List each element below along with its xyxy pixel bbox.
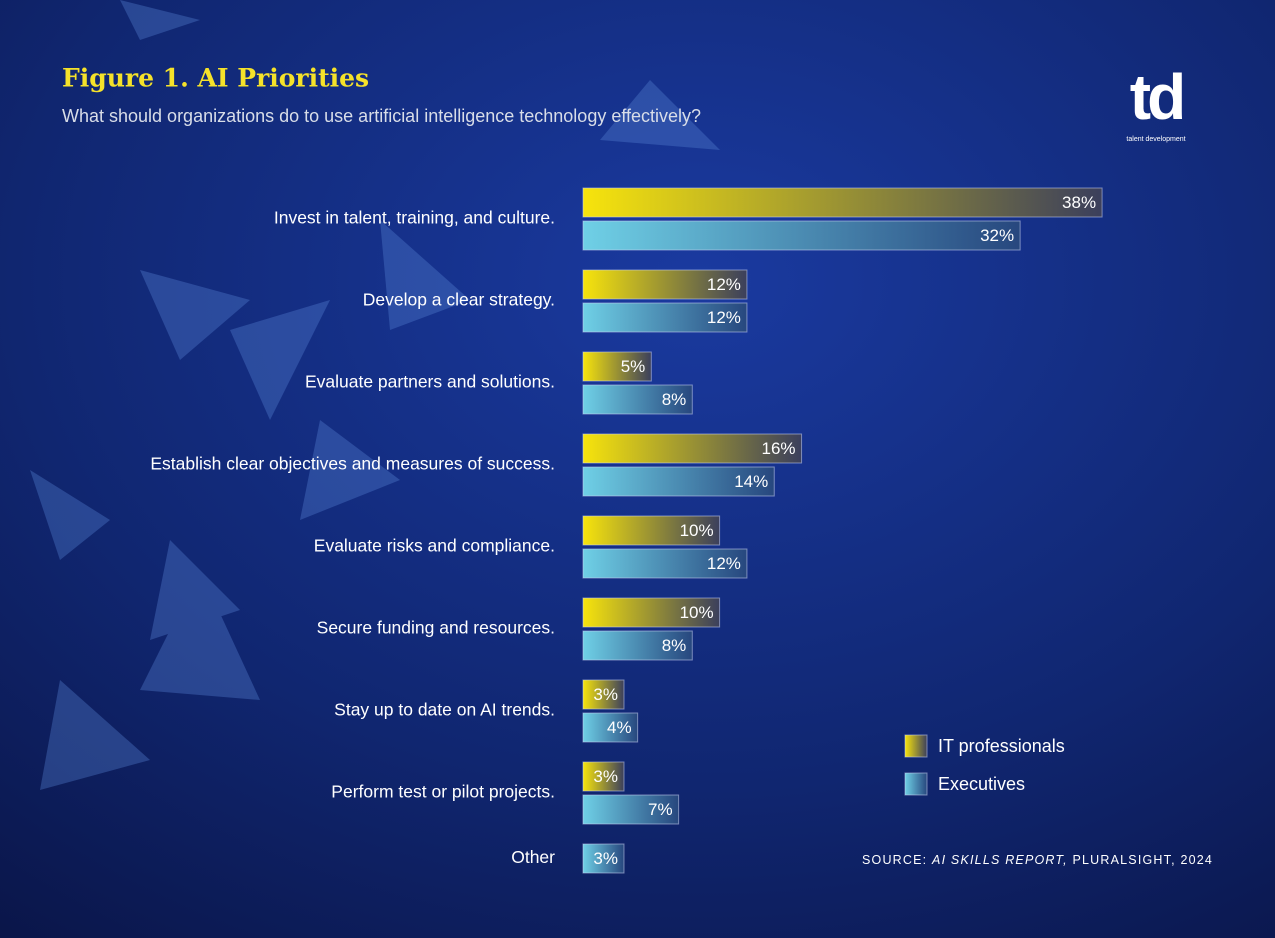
- source-publisher: PLURALSIGHT, 2024: [1072, 853, 1213, 867]
- decoration: [30, 0, 720, 790]
- category-label: Evaluate partners and solutions.: [305, 372, 555, 392]
- value-label: 8%: [662, 636, 687, 655]
- shard: [140, 570, 260, 700]
- category-label: Other: [511, 847, 555, 867]
- bar: [582, 597, 721, 628]
- shard: [600, 80, 720, 150]
- shard: [30, 470, 110, 560]
- chart-subtitle: What should organizations do to use arti…: [62, 106, 701, 126]
- value-label: 4%: [607, 718, 632, 737]
- bar: [582, 548, 748, 579]
- shard: [380, 220, 470, 330]
- logo-caption: talent development: [1126, 136, 1185, 143]
- value-label: 16%: [762, 439, 796, 458]
- bar: [582, 302, 748, 333]
- value-label: 3%: [593, 685, 618, 704]
- value-label: 12%: [707, 554, 741, 573]
- shard: [140, 270, 250, 360]
- category-label: Develop a clear strategy.: [363, 290, 555, 310]
- value-label: 32%: [980, 226, 1014, 245]
- value-label: 12%: [707, 308, 741, 327]
- category-label: Evaluate risks and compliance.: [314, 536, 555, 556]
- value-label: 38%: [1062, 193, 1096, 212]
- shard: [120, 0, 200, 40]
- value-label: 10%: [680, 521, 714, 540]
- bar: [582, 466, 775, 497]
- source-label: SOURCE:: [862, 853, 927, 867]
- value-label: 5%: [621, 357, 646, 376]
- shard: [300, 420, 400, 520]
- bar: [582, 712, 639, 743]
- legend-swatch: [904, 772, 928, 796]
- category-label: Establish clear objectives and measures …: [150, 454, 555, 474]
- source-title: AI SKILLS REPORT,: [931, 853, 1068, 867]
- category-label: Perform test or pilot projects.: [331, 782, 555, 802]
- category-label: Secure funding and resources.: [317, 618, 555, 638]
- bar: [582, 843, 625, 874]
- category-label: Stay up to date on AI trends.: [334, 700, 555, 720]
- legend-swatch: [904, 734, 928, 758]
- bar: [582, 269, 748, 300]
- bar: [582, 384, 693, 415]
- bar: [582, 187, 1103, 218]
- value-label: 3%: [593, 849, 618, 868]
- shard: [150, 540, 240, 640]
- category-label: Invest in talent, training, and culture.: [274, 208, 555, 228]
- bar: [582, 761, 625, 792]
- value-label: 10%: [680, 603, 714, 622]
- source: SOURCE: AI SKILLS REPORT, PLURALSIGHT, 2…: [862, 853, 1213, 867]
- legend-label: Executives: [938, 774, 1025, 794]
- logo-mark: td: [1130, 61, 1182, 133]
- chart-title: Figure 1. AI Priorities: [62, 64, 369, 93]
- value-label: 7%: [648, 800, 673, 819]
- bar: [582, 679, 625, 710]
- shard: [40, 680, 150, 790]
- shard: [230, 300, 330, 420]
- bar: [582, 351, 652, 382]
- value-label: 14%: [734, 472, 768, 491]
- legend-label: IT professionals: [938, 736, 1065, 756]
- bar: [582, 515, 721, 546]
- value-label: 8%: [662, 390, 687, 409]
- value-label: 12%: [707, 275, 741, 294]
- bar: [582, 794, 680, 825]
- value-label: 3%: [593, 767, 618, 786]
- bar: [582, 433, 803, 464]
- bar: [582, 630, 693, 661]
- bar: [582, 220, 1021, 251]
